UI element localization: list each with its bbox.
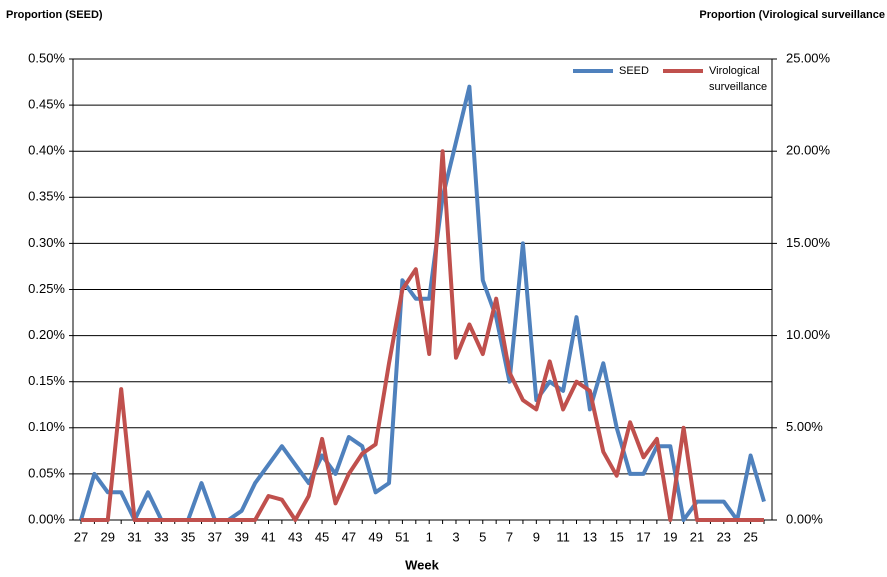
x-tick-label: 35 (181, 529, 195, 544)
y-tick-label: 0.00% (28, 511, 65, 526)
x-tick-label: 51 (395, 529, 409, 544)
x-tick-label: 41 (261, 529, 275, 544)
y-tick-label: 0.40% (28, 143, 65, 158)
x-tick-label: 17 (636, 529, 650, 544)
x-tick-label: 31 (127, 529, 141, 544)
y2-axis-title: Proportion (Virological surveillance (699, 9, 885, 21)
y-tick-label: 0.30% (28, 235, 65, 250)
y2-tick-label: 10.00% (786, 327, 831, 342)
y-tick-label: 0.25% (28, 281, 65, 296)
x-tick-label: 7 (506, 529, 513, 544)
y-tick-label: 0.10% (28, 419, 65, 434)
series-line (81, 149, 764, 522)
y-tick-label: 0.15% (28, 373, 65, 388)
x-tick-label: 3 (452, 529, 459, 544)
y2-tick-label: 5.00% (786, 419, 823, 434)
x-tick-label: 9 (533, 529, 540, 544)
x-tick-label: 43 (288, 529, 302, 544)
y2-tick-label: 25.00% (786, 50, 831, 65)
x-tick-label: 23 (717, 529, 731, 544)
x-tick-label: 49 (368, 529, 382, 544)
x-tick-label: 27 (74, 529, 88, 544)
y2-tick-label: 0.00% (786, 511, 823, 526)
x-tick-label: 33 (154, 529, 168, 544)
x-tick-label: 11 (556, 529, 570, 544)
legend-label: SEED (619, 65, 649, 77)
x-tick-label: 1 (426, 529, 433, 544)
y-tick-label: 0.50% (28, 50, 65, 65)
y-tick-label: 0.05% (28, 465, 65, 480)
x-tick-label: 13 (583, 529, 597, 544)
y-tick-label: 0.20% (28, 327, 65, 342)
x-tick-label: 45 (315, 529, 329, 544)
x-tick-label: 19 (663, 529, 677, 544)
legend-label: Virological surveillance (709, 65, 767, 93)
y-axis-title: Proportion (SEED) (6, 9, 103, 21)
x-tick-label: 15 (609, 529, 623, 544)
x-tick-label: 21 (690, 529, 704, 544)
x-tick-label: 39 (234, 529, 248, 544)
y2-tick-label: 20.00% (786, 143, 831, 158)
series-line (79, 84, 766, 522)
y2-tick-label: 15.00% (786, 235, 831, 250)
x-tick-label: 5 (479, 529, 486, 544)
x-tick-label: 29 (101, 529, 115, 544)
x-tick-label: 37 (208, 529, 222, 544)
x-axis-title: Week (405, 557, 439, 572)
y-tick-label: 0.35% (28, 189, 65, 204)
y-tick-label: 0.45% (28, 97, 65, 112)
x-tick-label: 25 (743, 529, 757, 544)
x-tick-label: 47 (342, 529, 356, 544)
